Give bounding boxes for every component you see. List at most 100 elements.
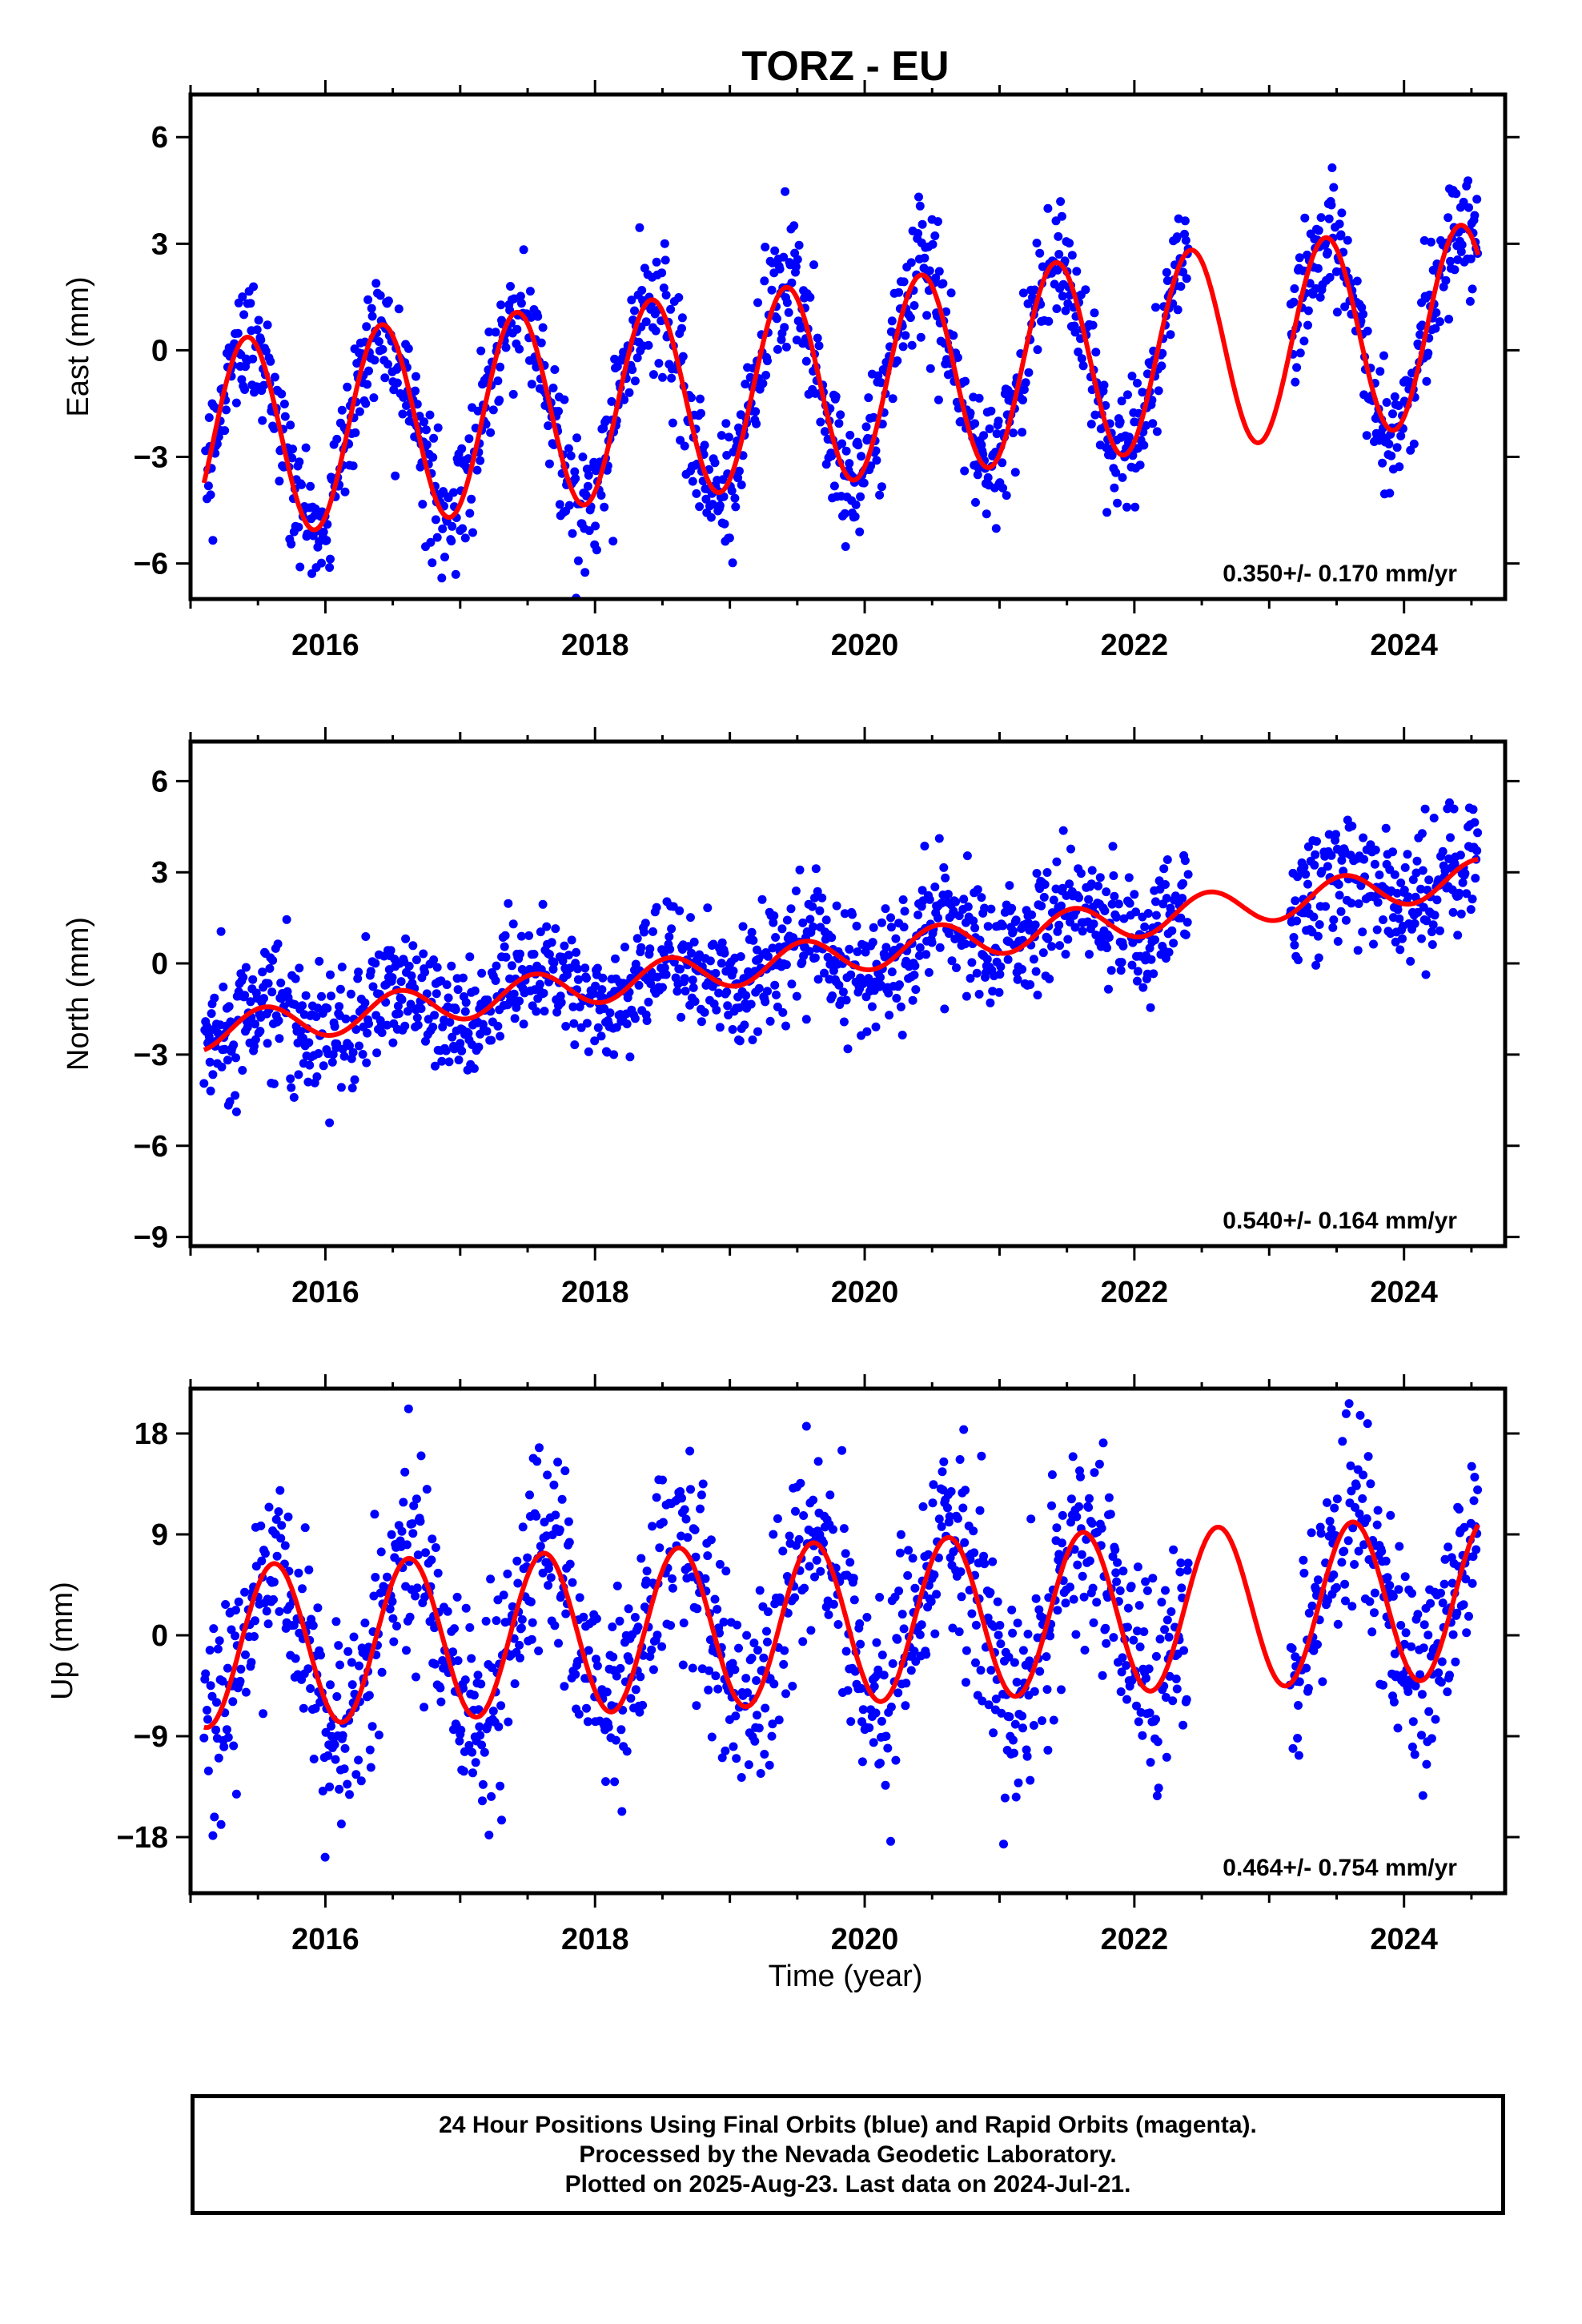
data-point	[596, 1031, 606, 1041]
data-point	[786, 904, 796, 914]
data-point	[573, 556, 583, 565]
data-point	[1018, 396, 1027, 404]
data-point	[472, 465, 482, 475]
data-point	[1149, 969, 1158, 979]
data-point	[1456, 850, 1465, 860]
footer-line-processed-by: Processed by the Nevada Geodetic Laborat…	[579, 2141, 1117, 2168]
data-point	[478, 1779, 488, 1789]
data-point	[845, 1558, 855, 1567]
data-point	[872, 1638, 881, 1647]
data-point	[388, 1614, 398, 1623]
data-point	[680, 441, 689, 451]
data-point	[1303, 879, 1312, 889]
data-point	[703, 903, 713, 913]
data-point	[1456, 909, 1466, 919]
data-point	[895, 1548, 905, 1558]
data-point	[1066, 1582, 1074, 1592]
data-point	[657, 268, 667, 278]
data-point	[1042, 868, 1052, 877]
data-point	[1415, 330, 1425, 340]
data-point	[740, 1020, 749, 1030]
data-point	[469, 1063, 479, 1073]
data-point	[400, 1467, 410, 1477]
data-point	[1049, 1715, 1058, 1725]
data-point	[336, 1819, 346, 1829]
data-point	[677, 1012, 686, 1022]
data-point	[626, 1694, 636, 1703]
data-point	[208, 1831, 218, 1840]
data-point	[624, 1655, 634, 1665]
data-point	[640, 927, 648, 937]
data-point	[1085, 1494, 1094, 1503]
data-point	[1010, 468, 1020, 477]
data-point	[841, 1647, 851, 1656]
data-point	[231, 1053, 240, 1063]
data-point	[986, 1588, 995, 1597]
data-point	[916, 332, 926, 342]
data-point	[572, 433, 581, 443]
data-point	[428, 558, 437, 568]
data-point	[301, 991, 311, 1000]
data-point	[715, 501, 725, 510]
data-point	[1471, 874, 1480, 883]
data-point	[503, 1569, 512, 1578]
data-point	[1445, 798, 1454, 807]
data-point	[247, 1658, 256, 1667]
data-point	[754, 983, 764, 993]
data-point	[447, 961, 456, 971]
data-point	[876, 1759, 885, 1768]
data-point	[1370, 859, 1379, 869]
data-point	[555, 500, 564, 509]
data-point	[967, 958, 977, 967]
data-point	[1293, 1734, 1303, 1743]
data-point	[781, 1021, 790, 1031]
data-point	[269, 424, 279, 433]
data-point	[714, 988, 724, 998]
y-tick-label: 6	[151, 121, 168, 155]
data-point	[857, 1757, 867, 1767]
data-point	[1011, 915, 1021, 925]
data-point	[717, 431, 726, 440]
data-point	[1065, 239, 1074, 248]
data-point	[700, 440, 709, 450]
data-point	[1398, 934, 1407, 943]
data-point	[896, 1530, 905, 1539]
data-point	[898, 895, 908, 904]
data-point	[277, 389, 287, 399]
data-point	[808, 902, 817, 911]
data-point	[432, 963, 442, 972]
data-point	[913, 911, 923, 919]
data-point	[1116, 966, 1126, 975]
data-point	[1327, 850, 1336, 860]
data-point	[497, 1815, 506, 1825]
data-point	[1292, 363, 1302, 372]
data-point	[374, 337, 383, 346]
data-point	[767, 285, 777, 295]
data-point	[448, 521, 457, 531]
data-point	[484, 328, 494, 336]
data-point	[605, 1008, 615, 1018]
data-point	[1089, 919, 1098, 929]
data-point	[775, 264, 785, 274]
data-point	[250, 1632, 259, 1641]
data-point	[877, 1651, 887, 1660]
data-point	[477, 1740, 487, 1750]
data-point	[1324, 830, 1334, 839]
data-point	[1154, 386, 1163, 396]
data-point	[834, 419, 844, 428]
data-point	[1385, 489, 1395, 498]
data-point	[645, 944, 655, 954]
data-point	[512, 1556, 522, 1566]
data-point	[971, 1620, 981, 1630]
data-point	[550, 365, 560, 374]
data-point	[1396, 431, 1406, 440]
data-point	[338, 1731, 347, 1740]
data-point	[983, 1613, 993, 1622]
data-point	[1470, 818, 1480, 827]
data-point	[909, 1647, 919, 1656]
data-point	[274, 1016, 283, 1025]
data-point	[986, 904, 996, 914]
data-point	[318, 1787, 327, 1795]
data-point	[1145, 1708, 1154, 1718]
data-point	[450, 1624, 459, 1634]
